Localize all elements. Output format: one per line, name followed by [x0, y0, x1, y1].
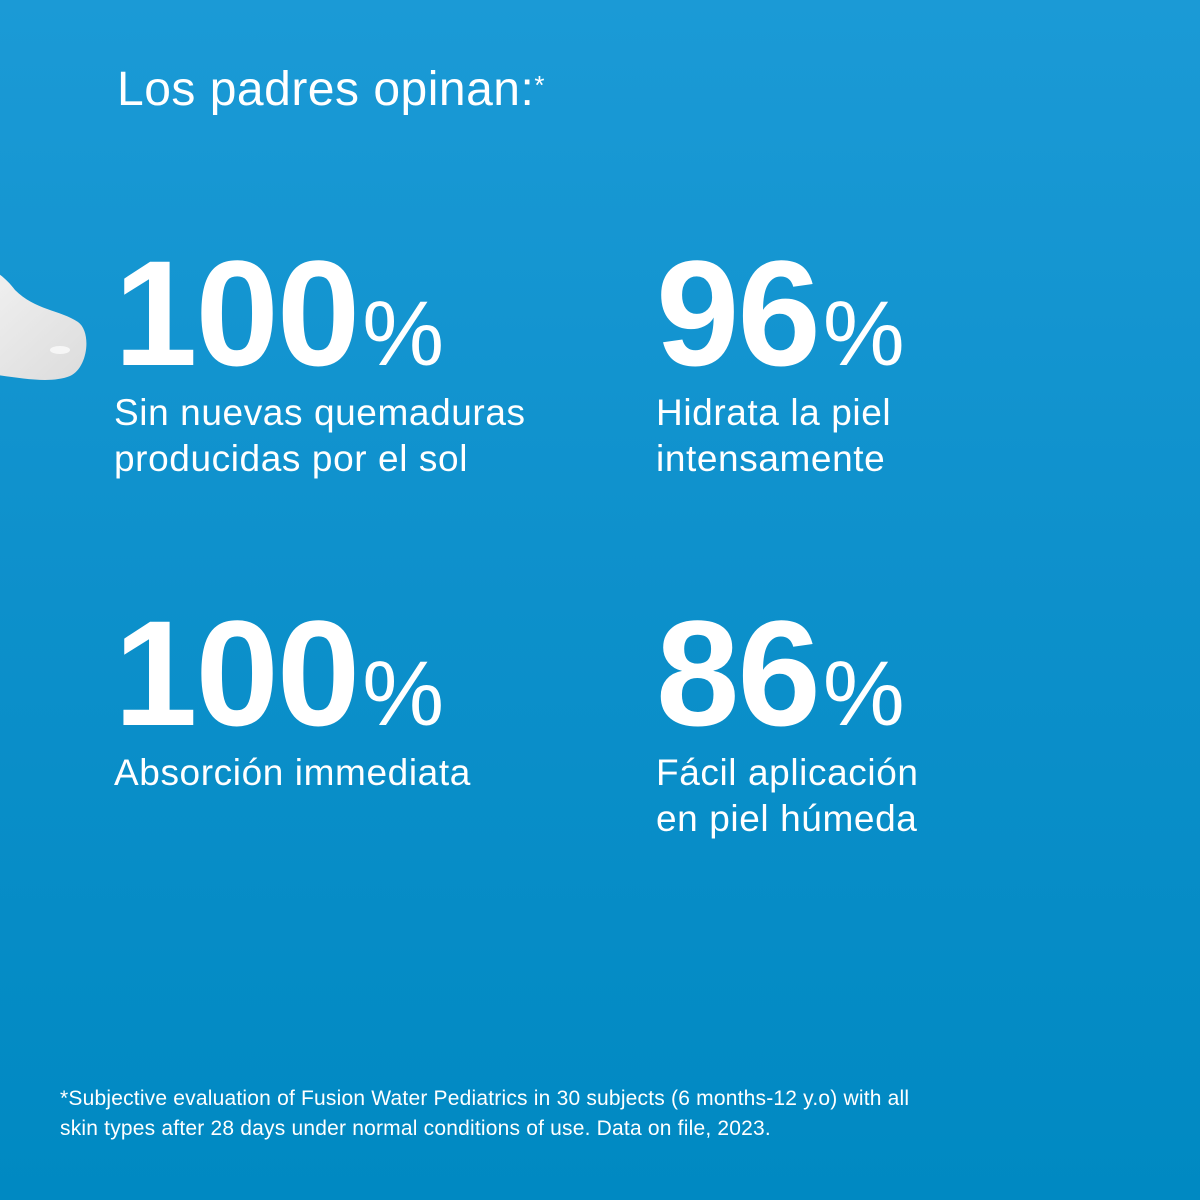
stat-value: 100: [114, 229, 360, 397]
stat-application: 86% Fácil aplicación en piel húmeda: [656, 598, 919, 842]
cream-drop-image: [0, 274, 87, 380]
stat-value: 86: [656, 589, 821, 757]
stat-label-line: Hidrata la piel: [656, 392, 892, 433]
stat-label-line: Sin nuevas quemaduras: [114, 392, 526, 433]
stat-label-line: producidas por el sol: [114, 438, 469, 479]
stat-label-line: en piel húmeda: [656, 798, 918, 839]
stat-value: 96: [656, 229, 821, 397]
footnote: *Subjective evaluation of Fusion Water P…: [60, 1084, 1160, 1144]
footnote-line: *Subjective evaluation of Fusion Water P…: [60, 1087, 910, 1110]
stat-label: Sin nuevas quemaduras producidas por el s…: [114, 390, 526, 482]
stat-absorption: 100% Absorción immediata: [114, 598, 471, 796]
stat-label: Fácil aplicación en piel húmeda: [656, 750, 919, 842]
stat-unit: %: [822, 643, 905, 745]
stat-value: 100: [114, 589, 360, 757]
stat-unit: %: [362, 643, 445, 745]
stat-sunburn: 100% Sin nuevas quemaduras producidas por…: [114, 238, 526, 482]
stat-unit: %: [822, 283, 905, 385]
stat-unit: %: [362, 283, 445, 385]
stat-label: Hidrata la piel intensamente: [656, 390, 905, 482]
stat-label-line: Fácil aplicación: [656, 752, 919, 793]
title-text: Los padres opinan:: [117, 63, 535, 116]
stat-label: Absorción immediata: [114, 750, 471, 796]
stat-hydration: 96% Hidrata la piel intensamente: [656, 238, 905, 482]
title-asterisk: *: [534, 70, 545, 100]
stat-label-line: intensamente: [656, 438, 886, 479]
stat-label-line: Absorción immediata: [114, 752, 471, 793]
page-title: Los padres opinan:*: [117, 62, 545, 117]
footnote-line: skin types after 28 days under normal co…: [60, 1117, 771, 1140]
